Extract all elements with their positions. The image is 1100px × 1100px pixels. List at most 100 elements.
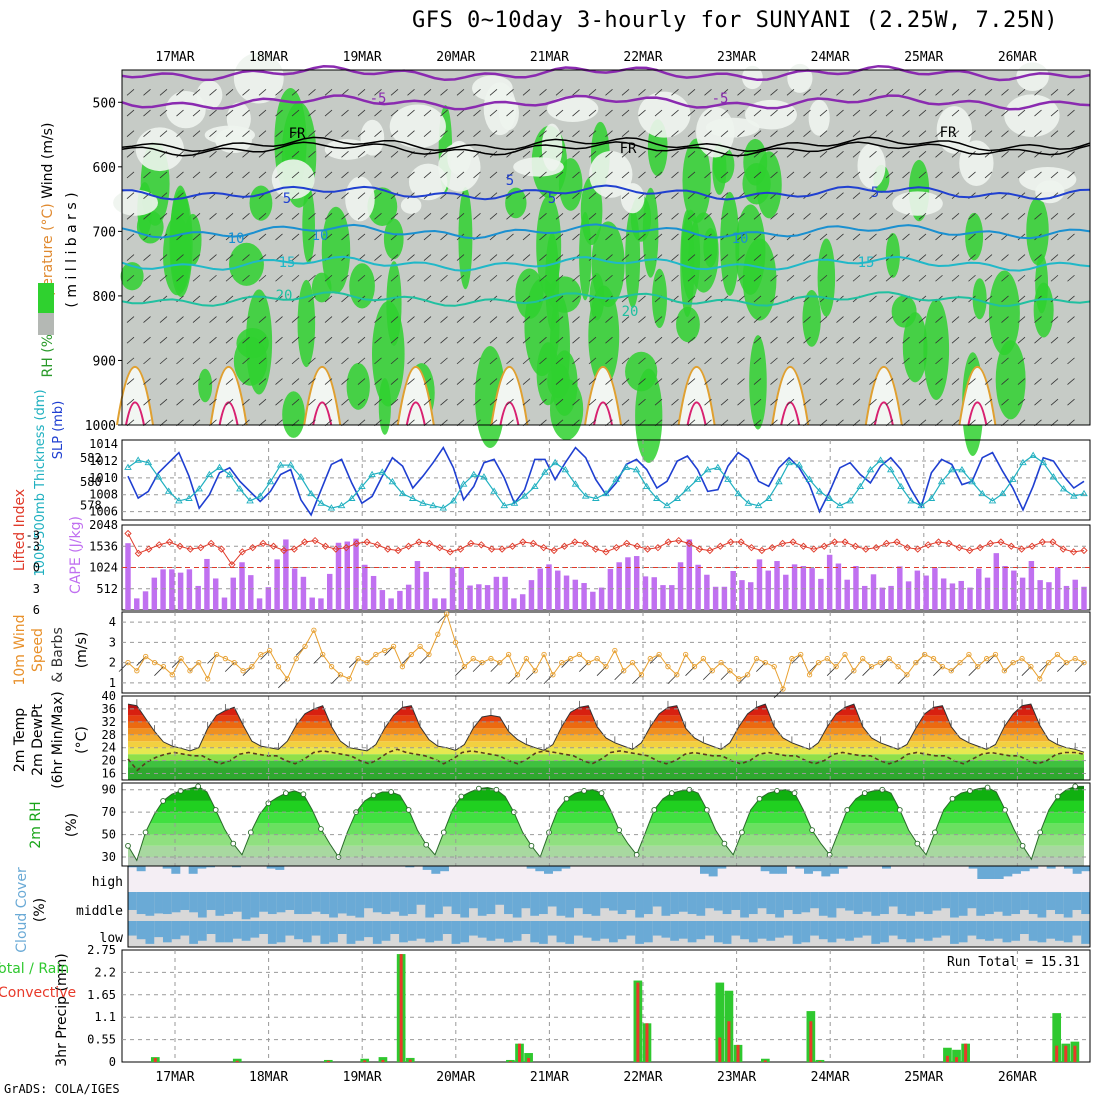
cloud-middle-bar xyxy=(731,892,741,910)
wind-barb xyxy=(522,378,531,385)
precip-total-bar xyxy=(815,1059,825,1062)
wind-speed-point xyxy=(293,655,299,662)
rh-point xyxy=(283,790,289,796)
cloud-low-bar xyxy=(652,921,662,936)
wind-barb xyxy=(852,316,861,323)
wind-barb xyxy=(1034,89,1042,96)
wind-barb xyxy=(819,89,828,96)
wind-barb xyxy=(1067,130,1075,137)
wind-barb xyxy=(192,212,201,220)
wind-barb xyxy=(357,109,366,117)
wind-barb xyxy=(869,192,877,199)
y-tick-label: middle xyxy=(76,904,123,919)
wind-barb xyxy=(588,398,597,406)
wind-barb xyxy=(902,151,910,158)
wind-barb xyxy=(819,274,828,282)
wind-barb xyxy=(275,109,283,117)
wind-barb xyxy=(803,274,811,282)
wind-barb xyxy=(159,357,168,365)
wind-barb xyxy=(126,192,135,199)
thickness-point xyxy=(785,458,793,466)
wind-barb xyxy=(786,212,795,220)
cape-bar xyxy=(730,570,736,610)
y-tick-label: 578 xyxy=(80,499,102,513)
wind-barb xyxy=(935,171,943,179)
cape-bar xyxy=(862,585,868,610)
date-label: 22MAR xyxy=(623,50,662,65)
cloud-low-bar xyxy=(486,921,496,941)
wind-barb xyxy=(621,233,630,241)
thickness-point xyxy=(734,489,743,497)
cloud-low-bar xyxy=(460,921,470,943)
wind-barb xyxy=(720,398,729,406)
wind-barb xyxy=(572,212,580,220)
rh-band xyxy=(128,800,1084,813)
rh-moist-area xyxy=(249,185,273,221)
thickness-point xyxy=(653,494,661,501)
date-label: 21MAR xyxy=(530,50,569,65)
warm-surface-column xyxy=(396,366,435,426)
thickness-point xyxy=(1080,489,1088,497)
li-point xyxy=(1069,548,1078,556)
wind-barb xyxy=(704,212,712,220)
cloud-low-bar xyxy=(285,921,295,936)
li-point xyxy=(207,539,215,548)
y-tick-label: 2.75 xyxy=(87,943,116,957)
cloud-low-bar xyxy=(1011,921,1021,941)
wind-barb xyxy=(836,378,844,385)
cloud-high-bar xyxy=(795,866,805,869)
thickness-point xyxy=(815,487,824,494)
wind-barb xyxy=(242,171,250,179)
wind-speed-point xyxy=(930,655,937,662)
li-point xyxy=(1018,545,1026,553)
cloud-middle-bar xyxy=(1063,892,1073,918)
wind-barb xyxy=(1034,316,1042,323)
wind-barb xyxy=(803,378,811,385)
wind-barb xyxy=(473,171,481,179)
wind-barb xyxy=(918,233,927,241)
cloud-middle-bar xyxy=(1011,892,1021,915)
wind-barb xyxy=(588,378,597,385)
rh-point xyxy=(563,795,570,802)
li-point xyxy=(467,539,475,548)
wind-barb xyxy=(671,233,679,241)
wind-barb xyxy=(291,151,300,158)
cloud-middle-bar xyxy=(810,892,820,909)
li-axis-label: Lifted Index xyxy=(12,489,28,571)
cloud-low-bar xyxy=(556,921,566,943)
cloud-middle-bar xyxy=(154,892,164,914)
panel-frame xyxy=(121,439,1091,521)
wind-speed-point xyxy=(576,651,583,658)
wind-barb xyxy=(1034,171,1042,179)
rh-moist-area xyxy=(383,218,404,260)
wind-barb xyxy=(572,192,580,199)
cloud-high-bar xyxy=(128,866,137,868)
cape-bar xyxy=(563,575,570,610)
wind-barb xyxy=(1067,233,1075,241)
wind-barb xyxy=(654,212,663,220)
cape-bar xyxy=(528,580,535,610)
wind-speed-point xyxy=(328,664,335,670)
wind-barb xyxy=(1034,254,1042,261)
rh-point xyxy=(739,829,745,836)
cloud-low-bar xyxy=(687,921,697,943)
wind-barb xyxy=(225,357,234,365)
li-point xyxy=(862,545,870,553)
cloud-middle-bar xyxy=(678,892,689,912)
rh-dry-area xyxy=(547,95,599,123)
wind-barb xyxy=(522,295,531,303)
cloud-low-bar xyxy=(574,921,584,936)
wind-barb xyxy=(984,171,993,179)
cloud-high-bar xyxy=(171,866,181,874)
wind-barb xyxy=(1017,378,1026,385)
wind-barb xyxy=(753,357,762,365)
wind-speed-point xyxy=(266,647,273,654)
cloud-high-bar xyxy=(552,866,562,872)
temperature-line xyxy=(127,703,1085,753)
wind-barb xyxy=(357,171,366,179)
wind-barb xyxy=(918,378,927,385)
wind-barb xyxy=(324,378,333,385)
wind-barb xyxy=(192,254,201,261)
wind-barb xyxy=(1050,233,1059,241)
